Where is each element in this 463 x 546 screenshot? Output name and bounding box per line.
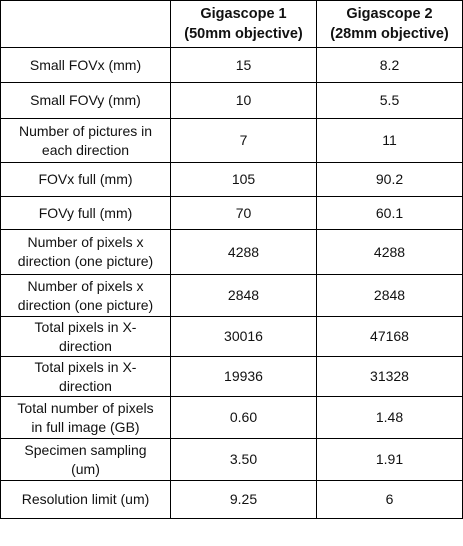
- gigascope-1-value-cell: 30016: [170, 316, 317, 357]
- gigascope-2-value-cell: 8.2: [316, 47, 463, 83]
- row-label-line: Total number of pixels: [17, 399, 154, 416]
- row-label-line: Resolution limit (um): [21, 491, 150, 507]
- gigascope-2-value-cell: 4288: [316, 229, 463, 275]
- gigascope-2-value-cell: 60.1: [316, 196, 463, 230]
- row-label-cell: FOVy full (mm): [0, 196, 171, 230]
- gigascope-comparison-table: Gigascope 1 (50mm objective) Gigascope 2…: [0, 0, 463, 519]
- row-label-cell: Number of pixels x direction (one picture…: [0, 274, 171, 317]
- table-row: Number of pictures in each direction 7 11: [0, 118, 463, 163]
- gigascope-1-value-cell: 15: [170, 47, 317, 83]
- row-label-line: Total pixels in X-: [34, 318, 137, 335]
- header-corner-cell: [0, 0, 171, 48]
- table-row: Specimen sampling (um) 3.50 1.91: [0, 438, 463, 481]
- row-label-line: Small FOVx (mm): [29, 56, 142, 73]
- table-row: Total number of pixels in full image (GB)…: [0, 396, 463, 439]
- row-label-line: Number of pictures in: [18, 122, 153, 139]
- row-label-cell: Total pixels in X-direction: [0, 316, 171, 357]
- gigascope-2-value-cell: 90.2: [316, 162, 463, 197]
- header-gigascope-2-objective: (28mm objective): [330, 26, 449, 42]
- row-label-line: direction (one picture): [17, 253, 154, 269]
- header-gigascope-2-name: Gigascope 2: [346, 6, 433, 22]
- table-row: Total pixels in X-direction 19936 31328: [0, 356, 463, 397]
- row-label-cell: Total number of pixels in full image (GB): [0, 396, 171, 439]
- row-label-cell: Small FOVy (mm): [0, 82, 171, 119]
- row-label-line: Small FOVy (mm): [30, 92, 141, 108]
- gigascope-1-value-cell: 19936: [170, 356, 317, 397]
- row-label-cell: Number of pictures in each direction: [0, 118, 171, 163]
- gigascope-1-value-cell: 2848: [170, 274, 317, 317]
- table-row: Number of pixels x direction (one picture…: [0, 274, 463, 317]
- row-label-cell: Total pixels in X-direction: [0, 356, 171, 397]
- gigascope-1-value-cell: 70: [170, 196, 317, 230]
- table-row: Number of pixels x direction (one picture…: [0, 229, 463, 275]
- gigascope-2-value-cell: 11: [316, 118, 463, 163]
- gigascope-1-value-cell: 0.60: [170, 396, 317, 439]
- row-label-cell: Number of pixels x direction (one picture…: [0, 229, 171, 275]
- gigascope-1-value-cell: 4288: [170, 229, 317, 275]
- table-row: Small FOVx (mm) 15 8.2: [0, 47, 463, 83]
- row-label-cell: FOVx full (mm): [0, 162, 171, 197]
- gigascope-2-value-cell: 47168: [316, 316, 463, 357]
- gigascope-2-value-cell: 6: [316, 480, 463, 519]
- table-row: Resolution limit (um) 9.25 6: [0, 480, 463, 519]
- header-row: Gigascope 1 (50mm objective) Gigascope 2…: [0, 0, 463, 48]
- gigascope-2-value-cell: 5.5: [316, 82, 463, 119]
- table-row: FOVy full (mm) 70 60.1: [0, 196, 463, 230]
- row-label-cell: Resolution limit (um): [0, 480, 171, 519]
- row-label-line: each direction: [41, 141, 130, 158]
- header-gigascope-2: Gigascope 2 (28mm objective): [316, 0, 463, 48]
- table-body: Small FOVx (mm) 15 8.2 Small FOVy (mm) 10 5.5…: [0, 47, 463, 519]
- gigascope-1-value-cell: 105: [170, 162, 317, 197]
- row-label-line: Number of pixels x: [27, 234, 144, 250]
- row-label-line: direction: [59, 337, 112, 354]
- row-label-cell: Specimen sampling (um): [0, 438, 171, 481]
- row-label-line: FOVy full (mm): [38, 204, 133, 221]
- row-label-line: direction: [59, 377, 112, 394]
- row-label-line: direction (one picture): [17, 296, 154, 313]
- row-label-line: (um): [71, 460, 100, 477]
- table-row: Small FOVy (mm) 10 5.5: [0, 82, 463, 119]
- gigascope-1-value-cell: 3.50: [170, 438, 317, 481]
- gigascope-2-value-cell: 1.91: [316, 438, 463, 481]
- row-label-line: Total pixels in X-: [34, 358, 137, 375]
- gigascope-2-value-cell: 1.48: [316, 396, 463, 439]
- gigascope-1-value-cell: 7: [170, 118, 317, 163]
- row-label-line: Specimen sampling: [24, 441, 147, 458]
- table-row: Total pixels in X-direction 30016 47168: [0, 316, 463, 357]
- gigascope-1-value-cell: 9.25: [170, 480, 317, 519]
- gigascope-2-value-cell: 31328: [316, 356, 463, 397]
- row-label-line: Number of pixels x: [27, 277, 144, 294]
- row-label-cell: Small FOVx (mm): [0, 47, 171, 83]
- header-gigascope-1-objective: (50mm objective): [184, 26, 303, 42]
- row-label-line: in full image (GB): [31, 418, 140, 435]
- header-gigascope-1-name: Gigascope 1: [200, 6, 287, 22]
- gigascope-2-value-cell: 2848: [316, 274, 463, 317]
- table-row: FOVx full (mm) 105 90.2: [0, 162, 463, 197]
- comparison-table-container: Gigascope 1 (50mm objective) Gigascope 2…: [0, 0, 463, 519]
- gigascope-1-value-cell: 10: [170, 82, 317, 119]
- header-gigascope-1: Gigascope 1 (50mm objective): [170, 0, 317, 48]
- row-label-line: FOVx full (mm): [38, 171, 133, 187]
